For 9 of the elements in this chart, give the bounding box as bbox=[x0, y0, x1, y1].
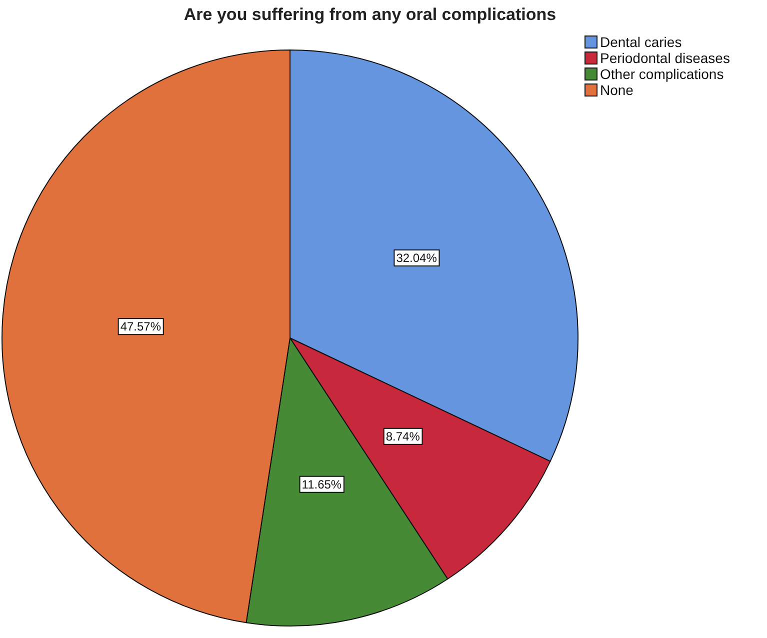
legend-label: None bbox=[600, 82, 634, 98]
data-label: 32.04% bbox=[396, 250, 438, 265]
legend-label: Periodontal diseases bbox=[600, 50, 730, 66]
legend-label: Other complications bbox=[600, 66, 724, 82]
chart-title: Are you suffering from any oral complications bbox=[184, 5, 556, 24]
data-label: 11.65% bbox=[302, 477, 342, 492]
legend-label: Dental caries bbox=[600, 34, 682, 50]
data-label: 8.74% bbox=[386, 429, 420, 444]
data-label: 47.57% bbox=[120, 320, 162, 334]
